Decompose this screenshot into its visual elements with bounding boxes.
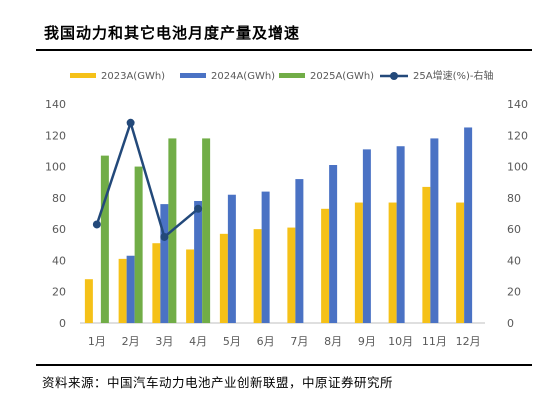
- line-point: [194, 204, 203, 213]
- bars: [84, 127, 473, 323]
- bar: [100, 155, 109, 323]
- axes: 0 20 40 60 80 100 120 140 0 20 40 60 80 100 120 140 1月 2月…: [45, 98, 528, 348]
- bar: [464, 127, 473, 323]
- bar: [456, 202, 465, 323]
- x-tick-label: 10月: [388, 335, 413, 348]
- x-tick-label: 1月: [88, 335, 106, 348]
- growth-line: [92, 118, 203, 241]
- bar: [84, 279, 93, 323]
- y-left-tick-label: 20: [52, 286, 66, 299]
- bar: [126, 255, 135, 323]
- y-right-tick-label: 100: [507, 161, 528, 174]
- y-left-tick-label: 120: [45, 129, 66, 142]
- x-tick-label: 11月: [422, 335, 447, 348]
- legend-swatch: [70, 73, 96, 78]
- bar: [295, 179, 304, 323]
- y-left-tick-label: 0: [59, 317, 66, 330]
- line-point: [160, 232, 169, 241]
- y-right-tick-label: 40: [507, 254, 521, 267]
- bar: [118, 258, 127, 323]
- y-right-tick-label: 80: [507, 192, 521, 205]
- y-left-tick-label: 100: [45, 161, 66, 174]
- chart-title: 我国动力和其它电池月度产量及增速: [44, 24, 301, 42]
- x-tick-label: 4月: [189, 335, 207, 348]
- bar: [362, 149, 371, 323]
- bar: [152, 243, 161, 323]
- x-tick-label: 5月: [223, 335, 241, 348]
- legend-marker: [390, 72, 398, 80]
- source-note: 资料来源：中国汽车动力电池产业创新联盟，中原证券研究所: [42, 375, 394, 390]
- y-left-tick-label: 80: [52, 192, 66, 205]
- legend-swatch: [180, 73, 206, 78]
- bar: [396, 146, 405, 323]
- legend-label: 25A增速(%)-右轴: [413, 69, 493, 82]
- y-right-tick-label: 120: [507, 129, 528, 142]
- y-right-tick-label: 140: [507, 98, 528, 111]
- bar: [194, 200, 203, 323]
- bar: [321, 208, 330, 323]
- bar: [261, 191, 270, 323]
- bar: [160, 204, 169, 323]
- bar: [219, 233, 228, 323]
- y-left-tick-label: 140: [45, 98, 66, 111]
- x-tick-label: 12月: [456, 335, 481, 348]
- legend-label: 2025A(GWh): [310, 71, 374, 82]
- line-point: [126, 118, 135, 127]
- title-divider: [36, 49, 532, 51]
- line-point: [92, 220, 101, 229]
- source-divider: [36, 364, 532, 366]
- x-tick-label: 8月: [324, 335, 342, 348]
- bar: [430, 138, 439, 323]
- bar: [329, 165, 338, 323]
- x-tick-label: 6月: [257, 335, 275, 348]
- x-tick-label: 2月: [122, 335, 140, 348]
- bar: [253, 229, 262, 323]
- y-left-tick-label: 40: [52, 254, 66, 267]
- y-left-tick-label: 60: [52, 223, 66, 236]
- bar: [134, 166, 143, 323]
- x-tick-label: 9月: [358, 335, 376, 348]
- y-right-tick-label: 0: [507, 317, 514, 330]
- y-right-tick-label: 20: [507, 286, 521, 299]
- bar: [422, 186, 431, 323]
- bar: [202, 138, 211, 323]
- x-tick-label: 7月: [290, 335, 308, 348]
- bar: [287, 227, 296, 323]
- bar: [354, 202, 363, 323]
- legend-label: 2023A(GWh): [101, 71, 165, 82]
- bar: [227, 194, 236, 323]
- bar: [388, 202, 397, 323]
- legend-label: 2024A(GWh): [211, 71, 275, 82]
- legend: 2023A(GWh) 2024A(GWh) 2025A(GWh) 25A增速(%)-右…: [70, 69, 493, 82]
- x-tick-label: 3月: [155, 335, 173, 348]
- bar: [186, 249, 195, 323]
- y-right-tick-label: 60: [507, 223, 521, 236]
- legend-swatch: [279, 73, 305, 78]
- line-path: [95, 118, 199, 240]
